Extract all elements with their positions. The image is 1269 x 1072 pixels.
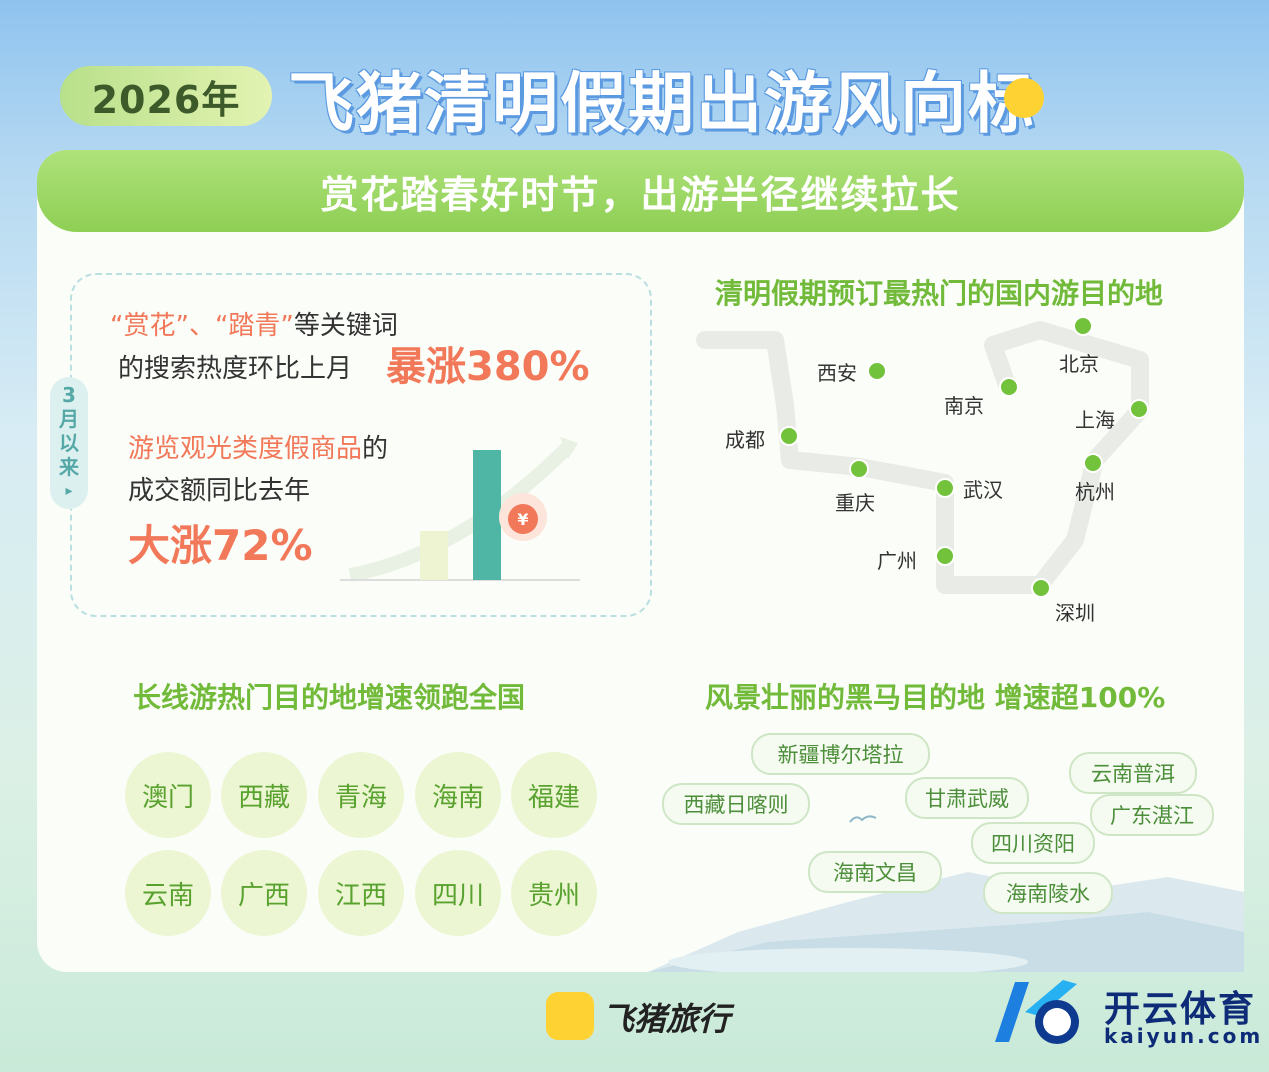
dark-horse-pill: 云南普洱 <box>1069 752 1197 794</box>
city-label: 上海 <box>1075 408 1115 432</box>
city-label: 重庆 <box>835 491 875 515</box>
destination-circle: 福建 <box>511 752 597 838</box>
kaiyun-logo-icon <box>995 980 1079 1044</box>
map-dot <box>1073 316 1093 336</box>
map-dot <box>1083 453 1103 473</box>
map-dot <box>1129 399 1149 419</box>
destination-circle: 西藏 <box>221 752 307 838</box>
city-label: 西安 <box>817 361 857 385</box>
side-tag-arrow: ▸ <box>65 483 73 499</box>
watermark-cn: 开云体育 <box>1104 989 1257 1030</box>
chick-mascot-icon <box>1004 78 1044 118</box>
city-label: 广州 <box>877 549 917 573</box>
dark-horse-pill: 海南陵水 <box>983 872 1113 914</box>
destination-circle: 贵州 <box>511 850 597 936</box>
product-rest: 的 <box>362 434 389 464</box>
map-dot <box>935 546 955 566</box>
watermark-en: kaiyun.com <box>1104 1024 1264 1048</box>
fliggy-logo-icon <box>546 992 594 1040</box>
destination-circle: 江西 <box>318 850 404 936</box>
dark-horse-pill: 海南文昌 <box>808 851 942 893</box>
city-label: 南京 <box>944 394 984 418</box>
growth-bar-chart: ¥ <box>340 437 580 582</box>
footer-brand: 飞猪旅行 <box>602 1000 731 1038</box>
map-dot <box>1031 578 1051 598</box>
side-tag-char: 以 <box>59 431 79 455</box>
city-label: 深圳 <box>1055 601 1095 625</box>
bar-this-year <box>473 450 501 580</box>
side-tag-char: 3 <box>62 383 76 407</box>
city-label: 武汉 <box>963 478 1003 502</box>
lake <box>668 948 1028 972</box>
destination-circle: 海南 <box>415 752 501 838</box>
keyword-highlight: “赏花”、“踏青” <box>110 311 294 341</box>
search-heat-line: 的搜索热度环比上月 <box>118 354 353 384</box>
city-label: 成都 <box>725 428 765 452</box>
product-highlight: 游览观光类度假商品 <box>128 434 363 464</box>
dark-horse-pill: 新疆博尔塔拉 <box>751 733 930 775</box>
money-bag-icon <box>508 504 538 534</box>
side-tag-char: 来 <box>59 455 79 479</box>
trend-arrow <box>348 440 575 582</box>
subtitle-banner: 赏花踏春好时节，出游半径继续拉长 <box>37 150 1244 232</box>
map-dot <box>999 377 1019 397</box>
trend-arrow-head <box>560 437 578 459</box>
map-dot <box>935 478 955 498</box>
dark-horse-pill: 四川资阳 <box>971 822 1095 864</box>
search-heat-figure: 暴涨380% <box>386 344 590 390</box>
dark-horse-pill: 西藏日喀则 <box>662 783 810 825</box>
city-label: 杭州 <box>1075 480 1115 504</box>
product-line: 游览观光类度假商品的 <box>128 428 388 465</box>
destination-circle: 澳门 <box>125 752 211 838</box>
gmv-line: 成交额同比去年 <box>128 476 311 506</box>
side-tag: 3 月 以 来 ▸ <box>50 377 88 509</box>
bar-last-year <box>420 531 448 580</box>
keyword-line: “赏花”、“踏青”等关键词 <box>110 305 398 342</box>
city-label: 北京 <box>1059 352 1099 376</box>
page-title: 飞猪清明假期出游风向标 <box>288 65 1036 142</box>
year-badge: 2026年 <box>60 66 272 126</box>
destination-circle: 青海 <box>318 752 404 838</box>
map-dot <box>867 361 887 381</box>
mountain-illustration <box>648 872 1244 972</box>
dark-horse-pill: 甘肃武威 <box>905 777 1029 819</box>
gmv-figure: 大涨72% <box>128 521 313 570</box>
map-title: 清明假期预订最热门的国内游目的地 <box>715 277 1164 310</box>
destination-circle: 四川 <box>415 850 501 936</box>
map-dot <box>779 426 799 446</box>
destination-circle: 云南 <box>125 850 211 936</box>
money-symbol: ¥ <box>517 510 528 529</box>
side-tag-char: 月 <box>59 407 79 431</box>
dark-horse-title: 风景壮丽的黑马目的地 增速超100% <box>705 681 1166 714</box>
bird-icon <box>849 815 877 823</box>
map-dot <box>849 459 869 479</box>
destination-circle: 广西 <box>221 850 307 936</box>
dark-horse-pill: 广东湛江 <box>1090 794 1214 836</box>
keyword-rest: 等关键词 <box>293 311 398 341</box>
long-haul-title: 长线游热门目的地增速领跑全国 <box>133 681 526 714</box>
